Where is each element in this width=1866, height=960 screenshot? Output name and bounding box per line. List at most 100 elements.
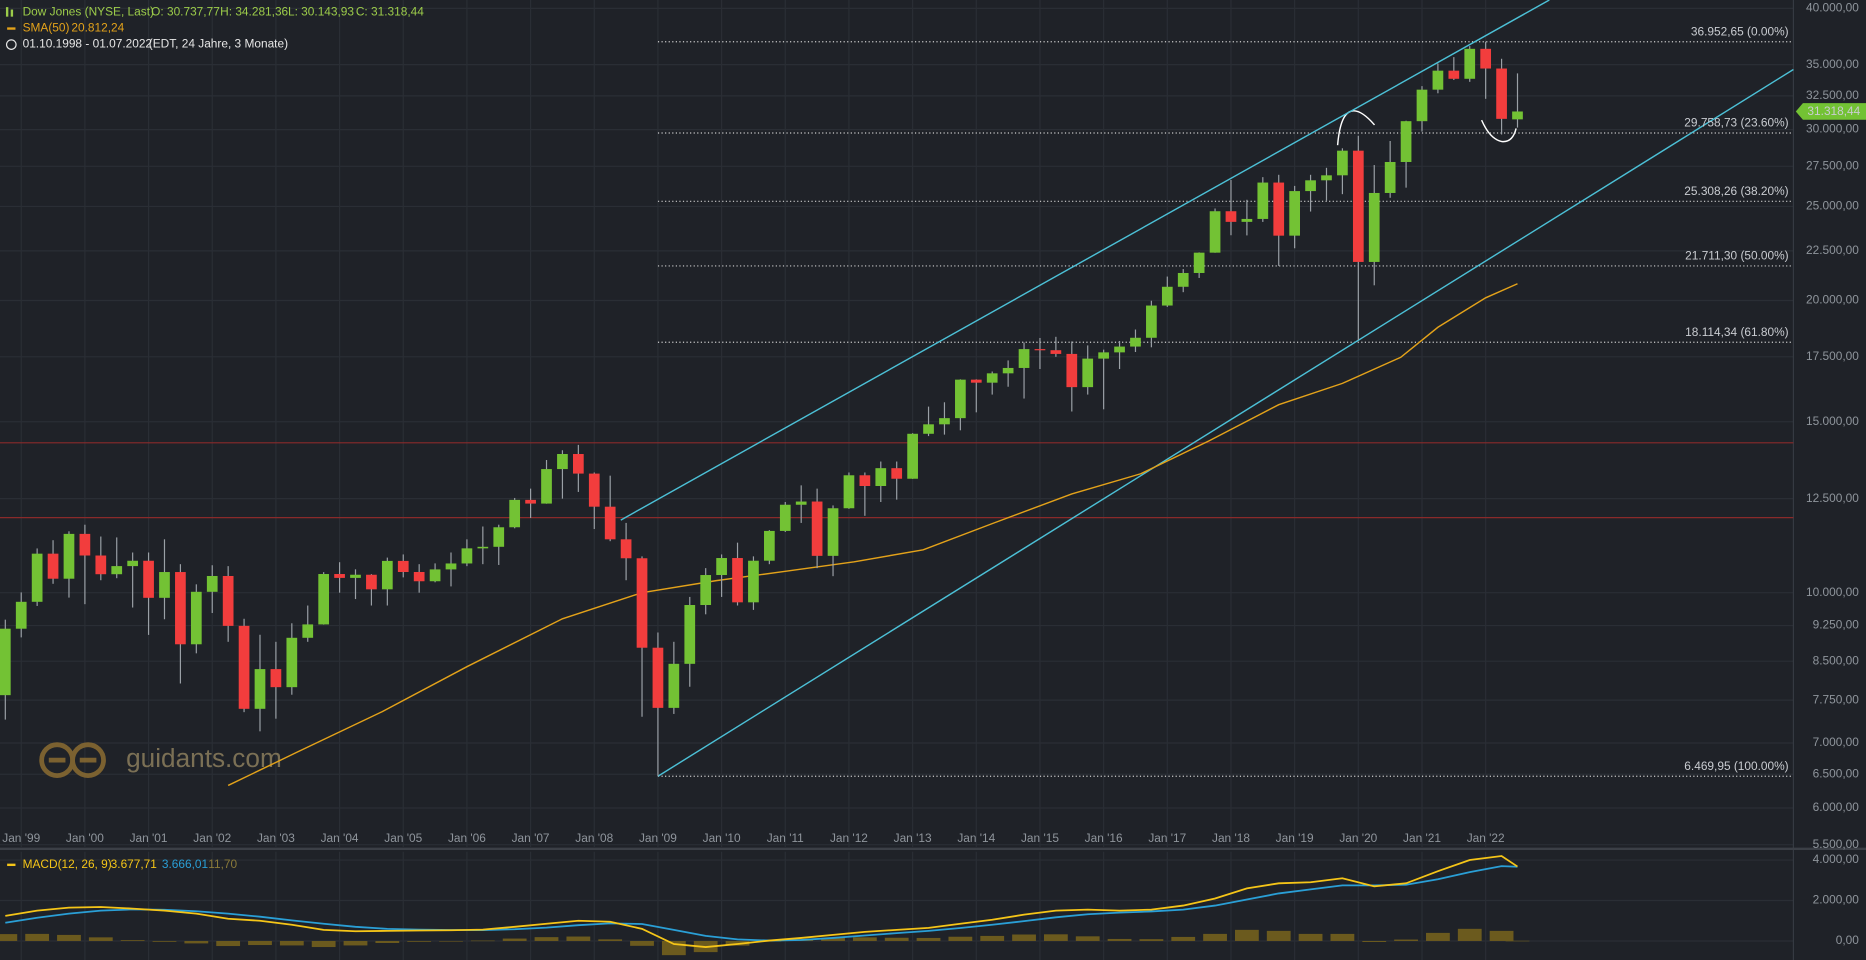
y-tick-label: 20.000,00 — [1806, 293, 1859, 307]
candle-body — [1209, 211, 1221, 253]
histogram-bar — [852, 937, 877, 941]
candle-body — [652, 647, 664, 708]
histogram-bar — [216, 940, 241, 947]
candle-body — [1384, 161, 1396, 193]
y-tick-label: 8.500,00 — [1813, 653, 1860, 667]
price-tag-label: 31.318,44 — [1807, 104, 1860, 118]
icon — [7, 863, 16, 867]
x-tick-label: Jan '00 — [66, 831, 104, 845]
histogram-bar — [120, 940, 145, 941]
histogram-bar — [1139, 939, 1164, 941]
histogram-bar — [152, 940, 177, 942]
sma-name: SMA(50) — [23, 21, 70, 35]
y-tick-label: 7.750,00 — [1813, 692, 1860, 706]
x-tick-label: Jan '14 — [957, 831, 995, 845]
candle-body — [1321, 175, 1332, 181]
histogram-bar — [1330, 933, 1355, 941]
histogram-bar — [439, 940, 463, 942]
x-tick-label: Jan '12 — [830, 831, 868, 845]
candle-body — [1432, 70, 1444, 90]
histogram-value: 11,70 — [208, 857, 237, 871]
y-tick-label: 9.250,00 — [1813, 618, 1860, 632]
fibonacci-label: 18.114,34 (61.80%) — [1685, 325, 1788, 339]
histogram-bar — [1505, 940, 1530, 942]
candle-body — [222, 575, 234, 626]
candle-body — [1146, 305, 1157, 338]
histogram-bar — [375, 940, 400, 944]
candle-body — [493, 527, 505, 547]
candle-body — [525, 499, 536, 504]
histogram-bar — [88, 937, 113, 941]
period-note: (EDT, 24 Jahre, 3 Monate) — [149, 37, 288, 51]
candle-body — [1368, 192, 1380, 262]
candle-body — [779, 504, 791, 531]
candle-body — [143, 560, 154, 598]
data-layer — [0, 0, 1794, 956]
x-tick-label: Jan '15 — [1021, 831, 1059, 845]
y-tick-label: 0,00 — [1836, 933, 1860, 947]
candle-body — [1082, 358, 1094, 388]
x-tick-label: Jan '21 — [1403, 831, 1441, 845]
candle-body — [1002, 367, 1014, 374]
candle-body — [700, 575, 712, 606]
candle-body — [318, 574, 330, 625]
price-tag — [1795, 103, 1866, 120]
candle-body — [509, 499, 521, 528]
candle-body — [588, 473, 600, 507]
y-tick-label: 2.000,00 — [1813, 893, 1860, 907]
ohlc-label: C: 31.318,44 — [356, 5, 424, 19]
histogram-bar — [311, 940, 336, 948]
y-tick-label: 22.500,00 — [1806, 243, 1859, 257]
histogram-bar — [1107, 938, 1132, 941]
icon — [5, 7, 9, 17]
candle-body — [1273, 182, 1285, 236]
candle-body — [907, 433, 918, 479]
x-tick-label: Jan '22 — [1467, 831, 1505, 845]
y-tick-label: 6.500,00 — [1813, 766, 1860, 780]
sma-value: 20.812,24 — [71, 21, 124, 35]
annotation-arc — [1480, 119, 1517, 143]
y-tick-label: 27.500,00 — [1806, 158, 1859, 172]
instrument-title: Dow Jones (NYSE, Last) — [23, 5, 154, 19]
histogram-bar — [279, 940, 304, 946]
y-tick-label: 10.000,00 — [1806, 585, 1859, 599]
candle-body — [1289, 191, 1301, 236]
candle-body — [668, 663, 680, 708]
y-tick-label: 32.500,00 — [1806, 88, 1859, 102]
fibonacci-label: 36.952,65 (0.00%) — [1691, 24, 1789, 38]
x-tick-label: Jan '07 — [512, 831, 550, 845]
candle-body — [620, 539, 632, 559]
macd-title: MACD(12, 26, 9) — [23, 857, 112, 871]
candle-body — [795, 501, 807, 505]
histogram-bar — [1362, 940, 1387, 942]
histogram-bar — [821, 937, 845, 941]
candle-body — [95, 555, 107, 575]
histogram-bar — [0, 934, 18, 941]
candle-body — [875, 468, 887, 487]
ohlc-label: H: 34.281,36 — [220, 5, 288, 19]
candle-body — [1114, 346, 1125, 353]
candle-body — [1352, 150, 1364, 262]
histogram-bar — [1075, 936, 1100, 941]
candle-body — [366, 574, 377, 590]
ohlc-label: L: 30.143,93 — [288, 5, 354, 19]
candle-body — [270, 669, 282, 688]
candle-body — [254, 669, 266, 709]
histogram-bar — [1171, 936, 1196, 941]
x-tick-label: Jan '18 — [1212, 831, 1250, 845]
candle-body — [1034, 349, 1046, 351]
y-tick-label: 12.500,00 — [1806, 491, 1859, 505]
x-tick-label: Jan '09 — [639, 831, 677, 845]
x-tick-label: Jan '10 — [703, 831, 741, 845]
candle-body — [334, 574, 345, 578]
candle-body — [811, 501, 823, 556]
x-tick-label: Jan '02 — [193, 831, 231, 845]
icon — [10, 9, 14, 17]
histogram-bar — [1043, 934, 1068, 941]
histogram-bar — [1457, 928, 1482, 941]
histogram-bar — [630, 940, 654, 946]
histogram-bar — [1394, 939, 1418, 941]
candle-body — [955, 379, 966, 419]
